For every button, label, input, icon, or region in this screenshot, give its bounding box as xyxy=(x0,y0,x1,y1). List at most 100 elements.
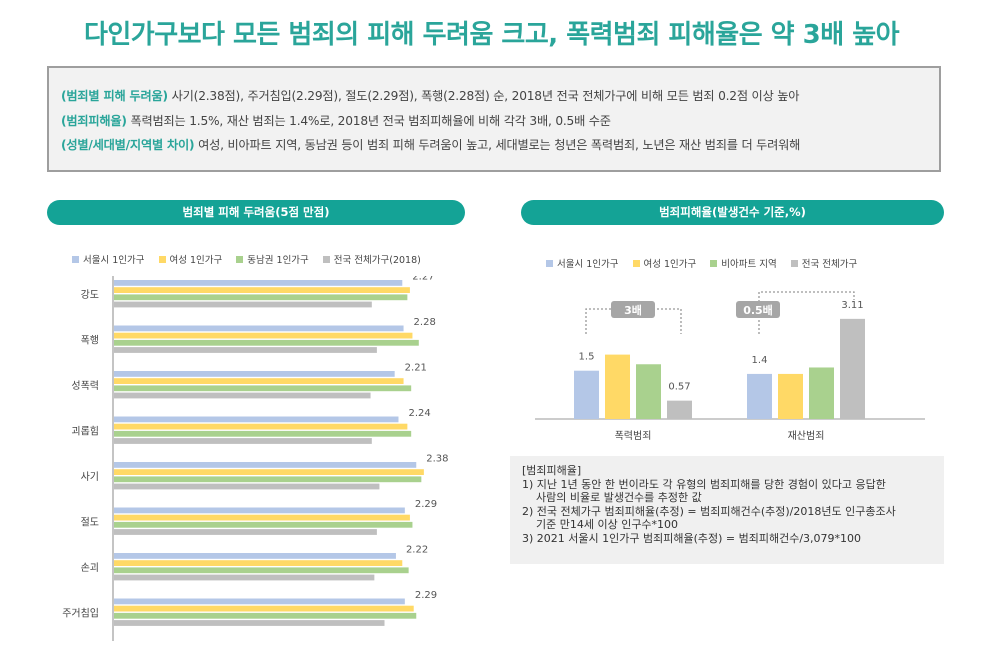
category-label: 절도 xyxy=(81,516,99,529)
legend-swatch xyxy=(710,259,718,267)
notes-header: [범죄피해율] xyxy=(522,464,582,477)
legend-label: 전국 전체가구(2018) xyxy=(333,255,421,266)
bar xyxy=(114,294,408,301)
ratio-badge xyxy=(611,301,655,318)
legend-swatch xyxy=(72,255,79,263)
note-line: 1) 지난 1년 동안 한 번이라도 각 유형의 범죄피해를 당한 경험이 있다… xyxy=(522,477,886,491)
category-label: 폭행 xyxy=(81,335,99,347)
legend-swatch xyxy=(322,255,330,263)
data-label: 2.29 xyxy=(415,499,437,510)
bar xyxy=(840,318,865,419)
bar xyxy=(114,483,380,490)
category-label: 재산범죄 xyxy=(788,430,825,442)
bar xyxy=(114,521,413,528)
category-label: 주거침입 xyxy=(62,607,99,620)
legend-item: 전국 전체가구(2018) xyxy=(322,252,421,266)
legend-item: 동남권 1인가구 xyxy=(236,252,309,266)
bar xyxy=(114,332,413,339)
category-label: 손괴 xyxy=(81,562,99,574)
bar xyxy=(114,620,385,626)
summary-text: 폭력범죄는 1.5%, 재산 범죄는 1.4%로, 2018년 전국 범죄피해율… xyxy=(126,113,611,128)
data-label: 3.11 xyxy=(841,300,863,311)
bar xyxy=(778,373,803,419)
legend-item: 비아파트 지역 xyxy=(710,256,777,270)
ratio-label: 3배 xyxy=(624,303,642,317)
legend-swatch xyxy=(632,259,640,267)
bar xyxy=(574,370,599,419)
legend-item: 서울시 1인가구 xyxy=(72,252,145,266)
bar xyxy=(114,514,410,521)
data-label: 2.21 xyxy=(405,363,427,374)
data-label: 0.57 xyxy=(668,382,690,393)
bar xyxy=(114,423,408,430)
note-line: 기준 만14세 이상 인구수*100 xyxy=(522,518,679,531)
bar xyxy=(667,400,692,419)
ratio-badge xyxy=(736,301,780,318)
legend-label: 여성 1인가구 xyxy=(169,255,223,266)
bar xyxy=(605,354,630,419)
bar xyxy=(747,373,772,419)
legend-label: 서울시 1인가구 xyxy=(557,259,619,270)
legend-label: 전국 전체가구 xyxy=(801,259,858,270)
note-line: 3) 2021 서울시 1인가구 범죄피해율(추정) = 범죄피해건수/3,07… xyxy=(522,531,862,545)
legend-label: 비아파트 지역 xyxy=(721,259,777,270)
summary-tag: (범죄별 피해 두려움) xyxy=(61,89,168,103)
bar xyxy=(809,367,834,419)
legend-swatch xyxy=(158,255,166,263)
summary-tag: (범죄피해율) xyxy=(61,113,127,128)
bar xyxy=(114,347,377,353)
legend-label: 서울시 1인가구 xyxy=(83,255,145,266)
data-label: 1.5 xyxy=(579,352,595,363)
category-label: 성폭력 xyxy=(71,380,99,392)
bar xyxy=(114,553,396,559)
data-label: 2.28 xyxy=(414,317,436,328)
bar xyxy=(114,280,403,286)
bar xyxy=(114,560,403,566)
legend-label: 동남권 1인가구 xyxy=(247,255,309,266)
bar xyxy=(114,416,399,423)
category-label: 괴롭힘 xyxy=(71,426,99,438)
note-line: 2) 전국 전체가구 범죄피해율(추정) = 범죄피해건수(추정)/2018년도… xyxy=(522,504,896,518)
category-label: 강도 xyxy=(81,289,99,301)
bar xyxy=(114,612,417,619)
legend-item: 여성 1인가구 xyxy=(158,252,223,266)
ratio-label: 0.5배 xyxy=(743,303,773,317)
bar xyxy=(636,364,661,419)
left-legend: 서울시 1인가구 여성 1인가구 동남권 1인가구 전국 전체가구(2018) xyxy=(72,252,421,266)
summary-text: 여성, 비아파트 지역, 동남권 등이 범죄 피해 두려움이 높고, 세대별로는… xyxy=(194,138,801,152)
bar xyxy=(114,529,377,535)
summary-line: (범죄별 피해 두려움) 사기(2.38점), 주거침입(2.29점), 절도(… xyxy=(61,84,927,109)
summary-line: (범죄피해율) 폭력범죄는 1.5%, 재산 범죄는 1.4%로, 2018년 … xyxy=(61,109,927,134)
bar xyxy=(114,371,395,377)
data-label: 2.29 xyxy=(415,590,437,601)
legend-swatch xyxy=(546,259,553,267)
right-legend: 서울시 1인가구 여성 1인가구 비아파트 지역 전국 전체가구 xyxy=(546,256,857,270)
legend-swatch xyxy=(236,255,244,263)
data-label: 2.27 xyxy=(412,276,434,283)
bar xyxy=(114,476,422,483)
category-label: 사기 xyxy=(81,471,99,483)
data-label: 1.4 xyxy=(752,355,768,366)
data-label: 2.38 xyxy=(426,454,448,465)
data-label: 2.24 xyxy=(408,408,430,419)
bar xyxy=(114,462,417,468)
fear-bar-chart: 강도 2.27 폭행 2.28 성폭력 2.21 괴롭힘 2.24 사기 2.38 절도 2.29 손괴… xyxy=(62,276,449,641)
bar xyxy=(114,605,414,612)
summary-tag: (성별/세대별/지역별 차이) xyxy=(61,138,195,152)
bar xyxy=(114,567,409,574)
bar xyxy=(114,339,419,346)
summary-line: (성별/세대별/지역별 차이) 여성, 비아파트 지역, 동남권 등이 범죄 피… xyxy=(61,133,927,158)
bar xyxy=(114,287,410,293)
summary-box: (범죄별 피해 두려움) 사기(2.38점), 주거침입(2.29점), 절도(… xyxy=(47,66,941,172)
legend-item: 여성 1인가구 xyxy=(632,256,696,270)
bar xyxy=(114,507,405,514)
note-line: 사람의 비율로 발생건수를 추정한 값 xyxy=(522,491,702,504)
legend-swatch xyxy=(790,259,798,267)
victimization-bar-chart: 1.5 0.57 폭력범죄 1.4 3.11 재산범죄 3배 0.5배 xyxy=(535,291,925,442)
summary-text: 사기(2.38점), 주거침입(2.29점), 절도(2.29점), 폭행(2.… xyxy=(167,89,800,103)
bar xyxy=(114,392,371,399)
bar xyxy=(114,430,412,437)
notes-box: [범죄피해율] 1) 지난 1년 동안 한 번이라도 각 유형의 범죄피해를 당… xyxy=(510,456,944,564)
data-label: 2.22 xyxy=(406,545,428,556)
legend-item: 전국 전체가구 xyxy=(790,256,858,270)
